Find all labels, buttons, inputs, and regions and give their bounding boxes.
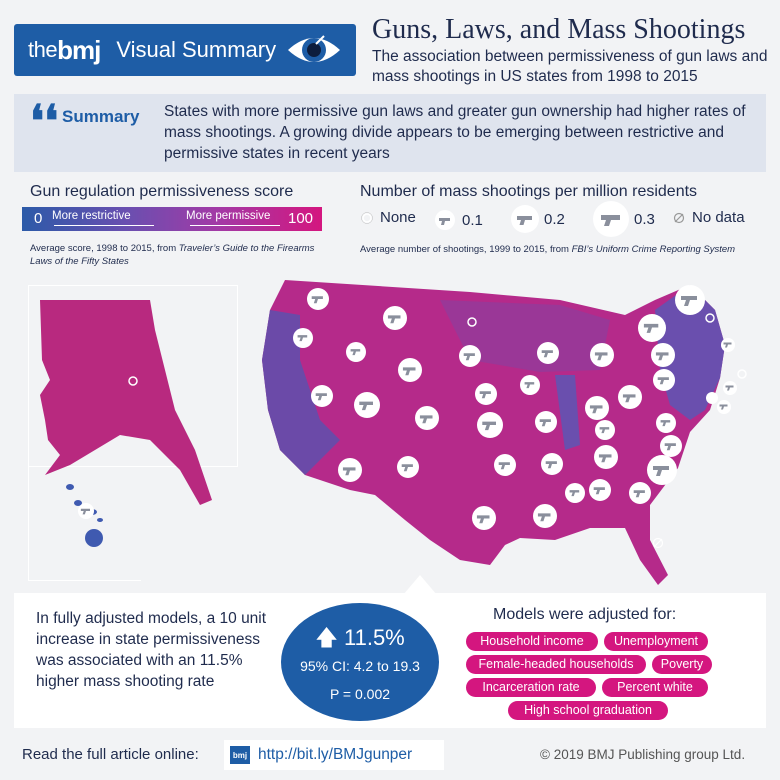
illinois-region [555, 375, 580, 450]
footer-label: Read the full article online: [22, 746, 199, 763]
hawaii-shape [66, 484, 103, 547]
effect-percent: 11.5% [344, 625, 405, 650]
gun-icon [593, 201, 629, 237]
alaska-shape [40, 300, 212, 505]
adjustment-pill: Percent white [602, 678, 708, 697]
adjustments-title: Models were adjusted for: [493, 606, 677, 623]
hawaii-inset-frame [28, 465, 141, 581]
marker-id [346, 342, 366, 362]
gun-icon [435, 210, 455, 230]
article-url[interactable]: http://bit.ly/BMJgunper [258, 746, 413, 763]
marker-ms [565, 483, 585, 503]
quote-icon: ❛❛ [30, 97, 59, 146]
west-coast-region [262, 310, 340, 475]
legend-item-0-3: 0.3 [592, 200, 655, 238]
regulation-note-prefix: Average score, 1998 to 2015, from [30, 243, 179, 254]
marker-fl-no-data [652, 537, 664, 549]
legend-label-no-data: No data [692, 209, 745, 226]
legend-label-0-1: 0.1 [462, 211, 483, 229]
adjustment-pill: High school graduation [508, 701, 668, 720]
regulation-note-source: Traveler’s Guide to the Firearms Laws of… [30, 243, 315, 267]
summary-text: States with more permissive gun laws and… [164, 103, 746, 162]
effect-ellipse: 🡅 11.5% 95% CI: 4.2 to 19.3 P = 0.002 [281, 603, 439, 721]
summary-label: Summary [62, 107, 140, 126]
rate-legend-note: Average number of shootings, 1999 to 201… [360, 244, 735, 255]
legend-label-0-3: 0.3 [634, 210, 655, 228]
marker-nd [467, 317, 477, 327]
permissiveness-gradient-bar [22, 207, 322, 231]
legend-item-no-data: No data [672, 209, 745, 226]
callout-pointer [403, 575, 437, 595]
alaska-inset-frame [28, 285, 238, 467]
hawaii-marker [78, 503, 94, 519]
results-text: In fully adjusted models, a 10 unit incr… [36, 610, 267, 690]
bmj-brand-banner: the bmj Visual Summary [14, 24, 356, 76]
regulation-legend-note: Average score, 1998 to 2015, from Travel… [30, 242, 330, 268]
brand-the: the [28, 37, 58, 62]
up-arrow-icon: 🡅 [315, 625, 338, 650]
marker-or [293, 328, 313, 348]
shooting-rate-markers [293, 285, 747, 549]
article-link[interactable]: bmj http://bit.ly/BMJgunper [224, 740, 444, 770]
legend-item-0-1: 0.1 [434, 209, 483, 231]
marker-nh [705, 313, 715, 323]
page-title: Guns, Laws, and Mass Shootings [372, 14, 746, 45]
scale-arrow-right [190, 225, 280, 226]
no-data-icon [673, 212, 685, 223]
adjustment-pill: Unemployment [604, 632, 708, 651]
summary-panel [14, 94, 766, 172]
legend-label-0-2: 0.2 [544, 210, 565, 228]
p-value: P = 0.002 [329, 686, 391, 702]
marker-vt [638, 314, 666, 342]
legend-item-none: None [360, 209, 416, 226]
marker-ky [595, 420, 615, 440]
marker-de [706, 392, 718, 404]
marker-va [656, 413, 676, 433]
scale-permissive-label: More permissive [186, 210, 271, 222]
legend-label-none: None [380, 209, 416, 226]
regulation-legend-title: Gun regulation permissiveness score [30, 183, 294, 200]
adjustment-pill: Poverty [652, 655, 712, 674]
brand-bmj: bmj [57, 34, 101, 65]
legend-item-0-2: 0.2 [510, 204, 565, 234]
scale-arrow-left [54, 225, 154, 226]
scale-min: 0 [34, 210, 43, 227]
alaska-marker [128, 376, 138, 386]
rate-legend-title: Number of mass shootings per million res… [360, 183, 698, 200]
adjustment-pill: Incarceration rate [466, 678, 596, 697]
copyright: © 2019 BMJ Publishing group Ltd. [540, 747, 746, 762]
effect-value: 🡅 11.5% [281, 621, 439, 659]
rate-note-prefix: Average number of shootings, 1999 to 201… [360, 244, 572, 255]
gun-icon [511, 205, 539, 233]
confidence-interval: 95% CI: 4.2 to 19.3 [300, 658, 420, 674]
rate-note-source: FBI’s Uniform Crime Reporting System [571, 244, 736, 255]
open-circle-icon [361, 211, 373, 224]
bmj-logo-icon: bmj [230, 746, 250, 764]
marker-ma [721, 338, 735, 352]
adjustment-pill: Household income [466, 632, 598, 651]
scale-restrictive-label: More restrictive [52, 210, 131, 222]
eye-icon [288, 35, 340, 62]
brand-visual-summary: Visual Summary [116, 37, 277, 62]
marker-nj [717, 400, 731, 414]
scale-max: 100 [288, 210, 314, 227]
marker-ia [520, 375, 540, 395]
midwest-region [440, 300, 610, 372]
marker-ri [737, 369, 747, 379]
page-subtitle: The association between permissiveness o… [372, 48, 768, 85]
adjustment-pill: Female-headed households [466, 655, 646, 674]
marker-ct [723, 381, 737, 395]
